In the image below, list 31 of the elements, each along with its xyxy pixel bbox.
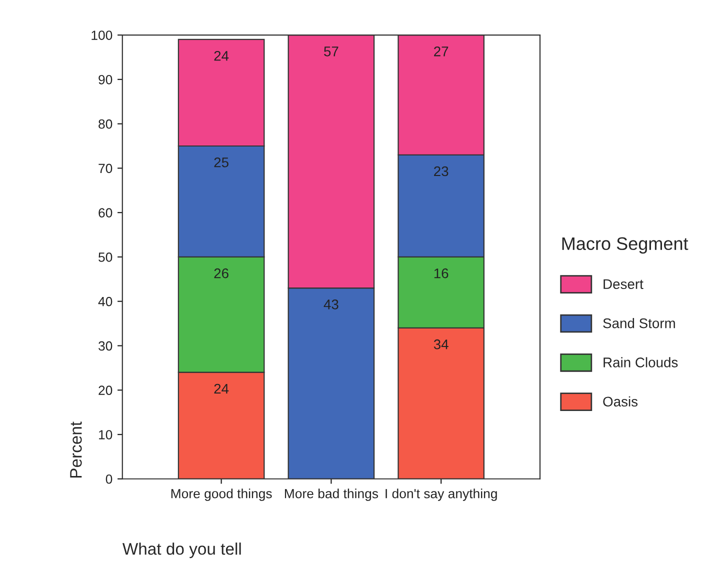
y-tick-label: 80 [98, 119, 112, 129]
y-tick-label: 100 [92, 30, 112, 40]
x-tick-label: I don't say anything [386, 488, 497, 501]
x-tick-label: More good things [171, 488, 272, 501]
data-label: 24 [214, 50, 229, 61]
y-tick-label: 0 [106, 474, 112, 484]
y-tick-label: 20 [98, 386, 112, 396]
y-tick-label: 10 [99, 430, 112, 440]
data-label: 34 [434, 339, 448, 350]
x-tick-label: More bad things [284, 488, 378, 501]
y-axis-title: Percent [70, 422, 82, 478]
data-label: 27 [434, 46, 448, 56]
y-tick-label: 60 [98, 208, 112, 218]
legend-title: Macro Segment [562, 237, 688, 254]
data-label: 43 [324, 299, 338, 310]
legend-label: Desert [604, 279, 644, 290]
data-label: 24 [214, 384, 229, 394]
y-tick-label: 40 [98, 296, 112, 306]
data-label: 16 [434, 268, 448, 278]
y-tick-label: 70 [98, 164, 112, 174]
y-tick-label: 30 [98, 341, 112, 351]
data-label: 26 [214, 268, 228, 278]
y-tick-label: 90 [98, 74, 112, 84]
data-label: 23 [434, 166, 448, 176]
legend-label: Sand Storm [603, 318, 675, 328]
x-axis-title: What do you tell [122, 542, 241, 558]
legend-label: Oasis [603, 396, 638, 407]
legend-label: Rain Clouds [604, 357, 678, 368]
data-label: 57 [324, 46, 338, 56]
y-tick-label: 50 [98, 252, 112, 262]
data-label: 25 [214, 157, 228, 168]
